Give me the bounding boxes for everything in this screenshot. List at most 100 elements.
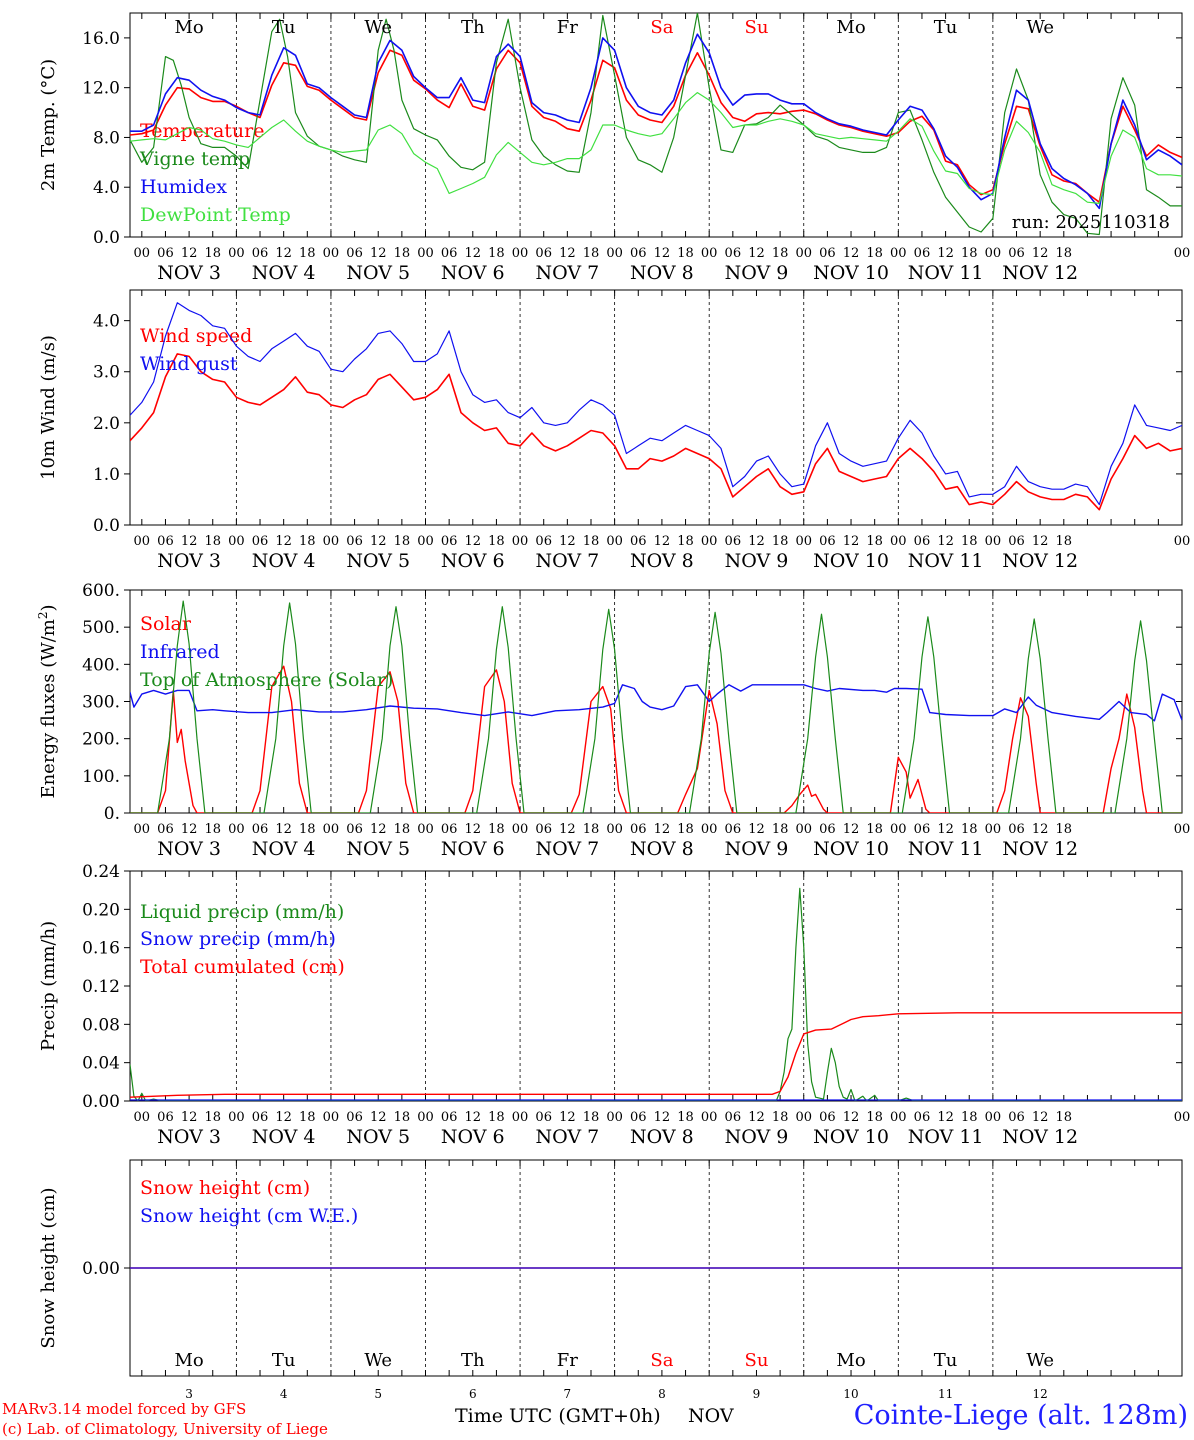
hour-label: 12 xyxy=(465,246,482,261)
hour-label: 00 xyxy=(701,1110,718,1125)
hour-label: 12 xyxy=(937,822,954,837)
hour-label: 00 xyxy=(512,246,529,261)
weekday-label: We xyxy=(1026,1350,1054,1371)
hour-label: 12 xyxy=(181,534,198,549)
hour-label: 12 xyxy=(559,1110,576,1125)
date-label: NOV 6 xyxy=(441,838,505,860)
hour-label: 06 xyxy=(346,1110,363,1125)
series-solar xyxy=(130,665,1182,813)
date-label: NOV 5 xyxy=(346,262,410,284)
hour-label: 06 xyxy=(441,534,458,549)
hour-label: 06 xyxy=(725,822,742,837)
hour-label: 12 xyxy=(559,534,576,549)
y-tick-label: 0.00 xyxy=(82,1092,120,1112)
date-label: NOV 5 xyxy=(346,550,410,572)
hour-label: 18 xyxy=(772,246,789,261)
hour-label: 12 xyxy=(370,822,387,837)
hour-label: 00 xyxy=(795,246,812,261)
series-total-cumulated-cm xyxy=(130,1012,1182,1098)
y-tick-label: 1.0 xyxy=(93,465,120,485)
hour-label: 12 xyxy=(748,246,765,261)
y-tick-label: 3.0 xyxy=(93,363,120,383)
weekday-label: Th xyxy=(461,1350,485,1371)
hour-label: 12 xyxy=(181,246,198,261)
hour-label: 00 xyxy=(985,534,1002,549)
hour-label: 18 xyxy=(1056,534,1073,549)
hour-label: 06 xyxy=(252,1110,269,1125)
y-tick-label: 0.20 xyxy=(82,900,120,920)
hour-label: 06 xyxy=(819,1110,836,1125)
y-axis-title: Snow height (cm) xyxy=(38,1187,59,1348)
hour-label: 18 xyxy=(677,246,694,261)
weekday-label: Su xyxy=(745,17,769,38)
hour-label: 12 xyxy=(937,246,954,261)
weekday-label: Su xyxy=(745,1350,769,1371)
hour-label: 06 xyxy=(1008,534,1025,549)
series-infrared xyxy=(130,684,1182,722)
legend-label: DewPoint Temp xyxy=(140,204,291,226)
hour-label: 00 xyxy=(323,246,340,261)
panel-frame xyxy=(129,12,1183,238)
hour-label: 18 xyxy=(961,1110,978,1125)
date-label: NOV 12 xyxy=(1002,262,1078,284)
hour-label: 12 xyxy=(937,534,954,549)
weekday-label: Mo xyxy=(836,17,865,38)
date-label: NOV 12 xyxy=(1002,1126,1078,1148)
weekday-label: Sa xyxy=(650,1350,673,1371)
hour-label: 18 xyxy=(204,246,221,261)
y-tick-label: 100. xyxy=(82,767,120,787)
y-tick-label: 500. xyxy=(82,618,120,638)
hour-label: 00 xyxy=(228,534,245,549)
weekday-label: Tu xyxy=(934,17,958,38)
y-tick-label: 400. xyxy=(82,655,120,675)
hour-label: 06 xyxy=(819,246,836,261)
hour-label: 12 xyxy=(181,822,198,837)
hour-label: 06 xyxy=(346,534,363,549)
date-label: NOV 12 xyxy=(1002,550,1078,572)
hour-label: 18 xyxy=(583,822,600,837)
hour-label: 18 xyxy=(961,246,978,261)
date-label: NOV 7 xyxy=(535,838,599,860)
hour-label: 00 xyxy=(228,1110,245,1125)
y-tick-label: 0.0 xyxy=(93,228,120,248)
date-label: NOV 4 xyxy=(252,838,316,860)
date-label: NOV 6 xyxy=(441,262,505,284)
hour-label: 18 xyxy=(394,822,411,837)
hour-label: 18 xyxy=(299,534,316,549)
hour-label: 18 xyxy=(866,1110,883,1125)
date-label: NOV 8 xyxy=(630,838,694,860)
legend-label: Snow precip (mm/h) xyxy=(140,928,336,950)
hour-label: 12 xyxy=(843,534,860,549)
hour-label: 06 xyxy=(1008,1110,1025,1125)
hour-label: 00 xyxy=(1174,534,1191,549)
hour-label: 00 xyxy=(701,822,718,837)
hour-label: 00 xyxy=(512,1110,529,1125)
hour-label: 06 xyxy=(252,534,269,549)
hour-label: 18 xyxy=(772,534,789,549)
weekday-label: Mo xyxy=(174,17,203,38)
hour-label: 12 xyxy=(748,822,765,837)
hour-label: 12 xyxy=(843,1110,860,1125)
hour-label: 00 xyxy=(512,534,529,549)
panel-snow: 0.00 Snow height (cm) Snow height (cm) Snow… xyxy=(38,1159,1183,1401)
hour-label: 12 xyxy=(465,1110,482,1125)
weekday-label: We xyxy=(364,1350,392,1371)
hour-label: 12 xyxy=(1032,1110,1049,1125)
date-number: 12 xyxy=(1033,1387,1048,1401)
panel-energy: 0. 100. 200. 300. 400. 500. 600. Energy fluxes … xyxy=(36,581,1190,860)
legend-label: Snow height (cm) xyxy=(140,1177,310,1199)
hour-label: 18 xyxy=(1056,246,1073,261)
date-label: NOV 6 xyxy=(441,1126,505,1148)
hour-label: 18 xyxy=(299,1110,316,1125)
hour-label: 18 xyxy=(866,534,883,549)
date-number: 5 xyxy=(374,1387,382,1401)
date-number: 8 xyxy=(658,1387,666,1401)
y-axis-title: 2m Temp. (°C) xyxy=(38,59,59,191)
date-label: NOV 4 xyxy=(252,550,316,572)
hour-label: 00 xyxy=(701,534,718,549)
hour-label: 06 xyxy=(630,246,647,261)
hour-label: 06 xyxy=(1008,246,1025,261)
date-label: NOV 5 xyxy=(346,1126,410,1148)
hour-label: 00 xyxy=(606,246,623,261)
legend-label: Solar xyxy=(140,613,192,635)
